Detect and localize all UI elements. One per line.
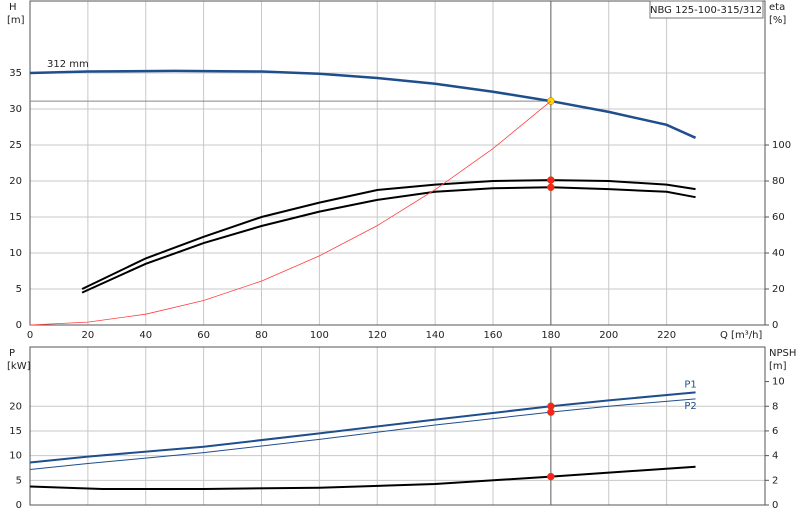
y-tick-label: 20 bbox=[9, 401, 22, 412]
y2-tick-label: 10 bbox=[772, 377, 785, 388]
x-tick-label: 220 bbox=[657, 330, 676, 341]
y2-tick-label: 80 bbox=[772, 176, 785, 187]
y2-axis-label: NPSH bbox=[769, 348, 796, 359]
curve-annotation: 312 mm bbox=[47, 59, 89, 70]
y-axis-label: H bbox=[9, 2, 17, 13]
x-tick-label: 0 bbox=[27, 330, 33, 341]
curve bbox=[81, 179, 696, 290]
y-tick-label: 35 bbox=[9, 68, 22, 79]
curve bbox=[29, 100, 552, 326]
series-label: P2 bbox=[684, 401, 696, 412]
y2-tick-label: 0 bbox=[772, 500, 778, 511]
y2-tick-label: 40 bbox=[772, 248, 785, 259]
y2-tick-label: 8 bbox=[772, 401, 778, 412]
y2-tick-label: 60 bbox=[772, 212, 785, 223]
duty-point bbox=[547, 472, 555, 481]
y-tick-label: 15 bbox=[9, 426, 22, 437]
y2-axis-label: eta bbox=[769, 2, 785, 13]
series-label: P1 bbox=[684, 379, 696, 390]
y2-axis-unit: [m] bbox=[769, 361, 787, 372]
y-tick-label: 5 bbox=[16, 284, 22, 295]
y-axis-label: P bbox=[9, 348, 15, 359]
curve bbox=[29, 69, 697, 139]
y2-tick-label: 6 bbox=[772, 426, 778, 437]
curve bbox=[29, 398, 696, 470]
y-tick-label: 0 bbox=[16, 500, 22, 511]
x-axis-label: Q [m³/h] bbox=[720, 330, 762, 341]
x-tick-label: 120 bbox=[368, 330, 387, 341]
y2-tick-label: 20 bbox=[772, 284, 785, 295]
y-axis-unit: [m] bbox=[7, 15, 25, 26]
x-tick-label: 180 bbox=[541, 330, 560, 341]
y2-tick-label: 100 bbox=[772, 140, 791, 151]
y2-tick-label: 2 bbox=[772, 475, 778, 486]
curve bbox=[81, 186, 696, 294]
x-tick-label: 80 bbox=[255, 330, 268, 341]
y-tick-label: 30 bbox=[9, 104, 22, 115]
y-tick-label: 20 bbox=[9, 176, 22, 187]
y2-tick-label: 4 bbox=[772, 451, 778, 462]
duty-point bbox=[547, 176, 555, 184]
x-tick-label: 160 bbox=[483, 330, 502, 341]
x-tick-label: 20 bbox=[82, 330, 95, 341]
duty-point bbox=[547, 183, 555, 192]
title-box bbox=[649, 0, 764, 19]
x-tick-label: 100 bbox=[310, 330, 329, 341]
y-tick-label: 0 bbox=[16, 320, 22, 331]
y-tick-label: 5 bbox=[16, 475, 22, 486]
x-tick-label: 200 bbox=[599, 330, 618, 341]
plot-frame bbox=[29, 0, 766, 326]
x-tick-label: 40 bbox=[139, 330, 152, 341]
x-tick-label: 140 bbox=[426, 330, 445, 341]
y-axis-unit: [kW] bbox=[7, 361, 31, 372]
y-tick-label: 10 bbox=[9, 248, 22, 259]
y2-tick-label: 0 bbox=[772, 320, 778, 331]
y-tick-label: 10 bbox=[9, 451, 22, 462]
plot-frame bbox=[29, 346, 766, 506]
curve bbox=[29, 391, 696, 464]
y2-axis-unit: [%] bbox=[769, 15, 786, 26]
x-tick-label: 60 bbox=[197, 330, 210, 341]
y-tick-label: 15 bbox=[9, 212, 22, 223]
duty-point bbox=[547, 408, 555, 416]
y-tick-label: 25 bbox=[9, 140, 22, 151]
chart-title: NBG 125-100-315/312 bbox=[650, 5, 762, 16]
